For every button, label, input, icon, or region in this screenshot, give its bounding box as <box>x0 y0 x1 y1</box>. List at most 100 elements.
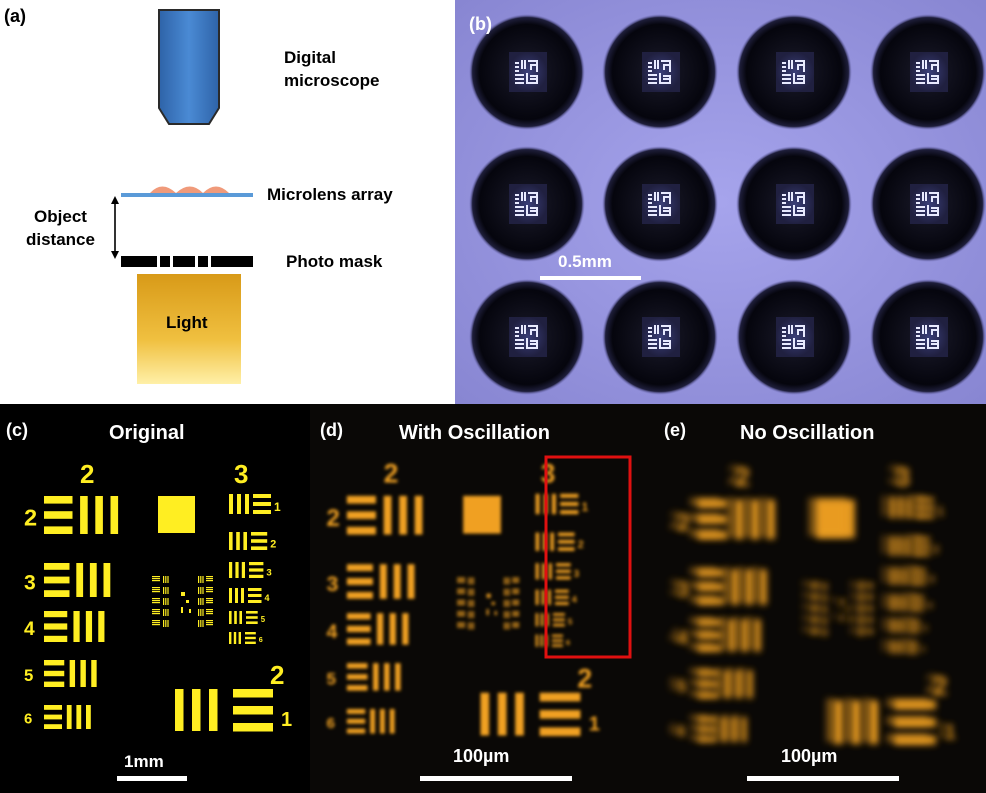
target-number: 2 <box>577 664 592 694</box>
target-bar <box>508 599 510 608</box>
target-bar <box>813 615 815 623</box>
target-bar <box>858 630 866 633</box>
target-bar <box>85 611 93 642</box>
target-bar <box>895 566 899 583</box>
target-bar <box>167 598 169 605</box>
target-bar <box>689 735 709 740</box>
target-bar <box>901 599 916 603</box>
target-bar <box>860 617 862 625</box>
target-bar <box>346 685 368 691</box>
target-number: 3 <box>887 460 902 490</box>
target-bar <box>346 578 373 585</box>
target-bar <box>472 577 474 585</box>
target-bar <box>858 596 866 598</box>
target-bar <box>472 622 474 630</box>
target-bar <box>202 576 204 583</box>
target-bar <box>229 611 232 624</box>
microscope-label: Digital microscope <box>284 48 380 90</box>
target-number: 3 <box>24 572 36 595</box>
target-bar <box>723 567 731 603</box>
target-bar <box>44 724 62 729</box>
target-bar <box>379 564 387 599</box>
target-bar <box>743 497 752 538</box>
target-bar <box>858 582 866 585</box>
target-bar <box>535 589 539 605</box>
target-bar <box>689 725 709 731</box>
target-bar <box>899 622 913 626</box>
target-bar <box>198 598 200 605</box>
target-bar <box>539 727 581 737</box>
target-bar <box>882 617 885 631</box>
target-bar <box>163 598 165 605</box>
target-bar <box>233 706 273 715</box>
photo-mask-segments <box>121 256 253 267</box>
object-distance-label: Object distance <box>26 207 95 249</box>
target-bar <box>44 681 65 687</box>
target-bar <box>886 716 928 725</box>
target-bar <box>823 628 826 636</box>
target-bar <box>503 611 506 619</box>
target-bar <box>889 535 894 554</box>
target-bar <box>512 588 520 590</box>
target-bar <box>200 620 202 627</box>
target-bar <box>253 510 271 514</box>
target-bar <box>241 562 245 578</box>
target-bar <box>73 611 80 642</box>
target-number: 4 <box>326 621 337 643</box>
target-bar <box>497 692 507 736</box>
target-bar <box>540 634 543 647</box>
target-bar <box>457 624 466 626</box>
target-bar <box>457 599 466 602</box>
target-bar <box>550 532 554 551</box>
target-bar <box>802 630 811 633</box>
target-bar <box>512 577 520 579</box>
target-bar <box>503 588 506 596</box>
target-bar <box>818 615 820 623</box>
target-bar <box>233 689 273 698</box>
panel-d-with-oscillation: 2 3 2 3 4 5 6 1 2 3 4 5 6 2 1 (d) With Oscillation 100… <box>310 404 648 793</box>
target-bar <box>202 598 204 605</box>
target-bar <box>167 609 169 616</box>
target-bar <box>44 670 65 677</box>
target-number: 1 <box>281 709 292 731</box>
target-bar <box>558 539 575 544</box>
target-bar <box>689 581 717 589</box>
panel-label: (d) <box>320 420 343 440</box>
target-bar <box>44 623 68 630</box>
target-bar <box>898 639 911 642</box>
target-bar <box>899 628 913 631</box>
target-bar <box>903 568 907 585</box>
panel-label: (b) <box>469 14 492 34</box>
target-bar <box>852 603 854 612</box>
target-bar <box>862 617 864 625</box>
target-bar <box>546 613 549 627</box>
target-bar <box>554 601 569 605</box>
target-bar <box>251 539 268 543</box>
target-bar <box>861 698 871 743</box>
lens-grid <box>469 14 986 395</box>
scale-bar <box>420 776 572 781</box>
target-bar <box>802 580 811 583</box>
target-bar <box>746 670 753 699</box>
target-bar <box>913 544 930 549</box>
target-bar <box>192 689 201 731</box>
target-bar <box>239 611 242 624</box>
target-bar <box>821 628 823 636</box>
target-bar <box>802 607 811 610</box>
scale-bar-label: 100µm <box>781 746 838 766</box>
target-bar <box>251 532 268 536</box>
target-bar <box>689 630 714 637</box>
target-bar <box>248 600 262 603</box>
target-bar <box>198 609 200 616</box>
target-bar <box>512 579 520 581</box>
target-bar <box>552 623 565 627</box>
target-number: 5 <box>326 670 336 689</box>
target-bar <box>869 700 879 745</box>
panel-title: Original <box>109 422 185 444</box>
target-bar <box>862 605 864 614</box>
target-bar <box>539 710 581 719</box>
target-bar <box>834 700 843 745</box>
target-number: 2 <box>326 505 339 532</box>
target-bar <box>862 628 864 636</box>
